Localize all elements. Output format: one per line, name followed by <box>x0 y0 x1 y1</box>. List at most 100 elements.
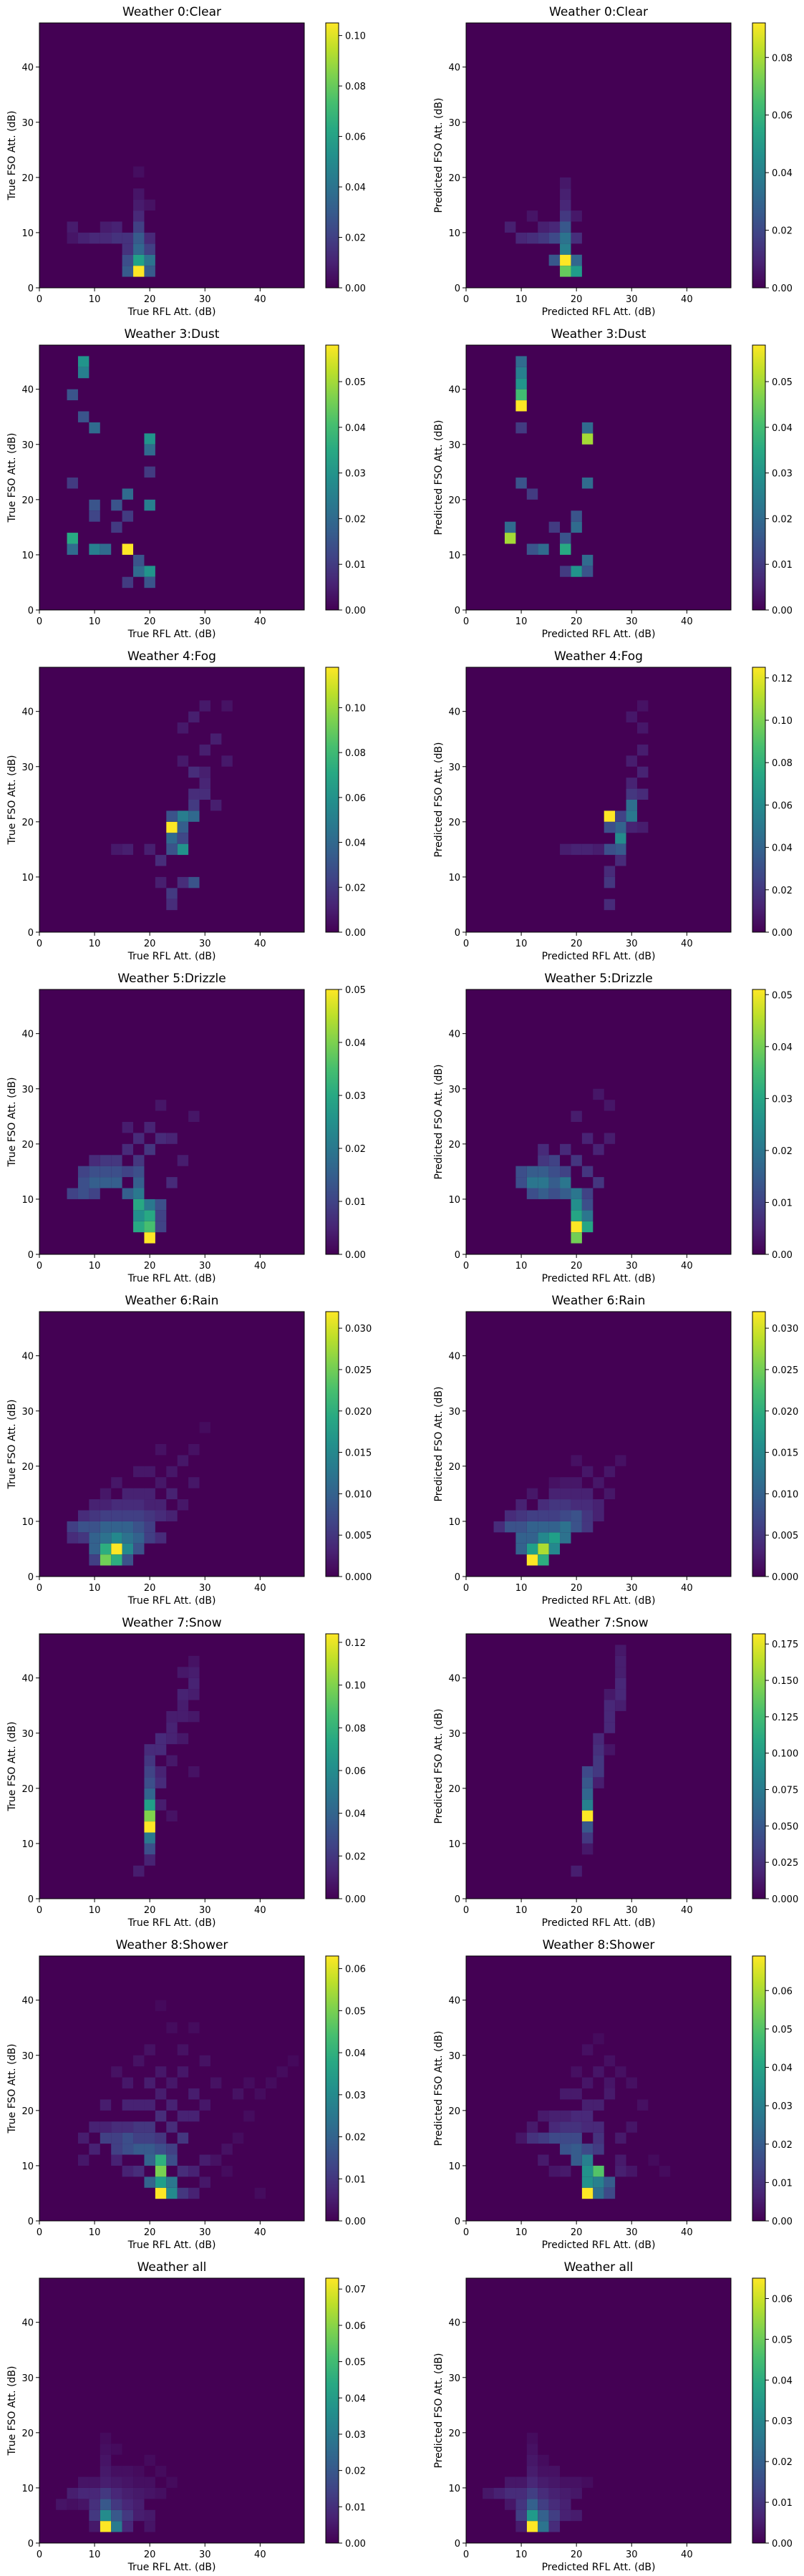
plot-frame <box>39 989 305 1255</box>
y-tick-label: 40 <box>448 707 460 718</box>
x-tick-label: 30 <box>199 1905 211 1916</box>
x-tick-label: 20 <box>144 1261 156 1272</box>
x-tick-label: 30 <box>626 1905 638 1916</box>
heatmap-cell <box>155 1532 167 1544</box>
heatmap-cell <box>100 2099 112 2111</box>
plot-background <box>39 1312 304 1577</box>
heatmap-cell <box>604 2176 616 2188</box>
heatmap-cell <box>188 2165 200 2177</box>
colorbar-tick-label: 0.04 <box>345 2393 366 2404</box>
heatmap-cell <box>188 800 200 811</box>
y-tick-label: 20 <box>21 173 34 184</box>
heatmap-cell <box>626 2121 637 2133</box>
x-tick-label: 30 <box>626 616 638 627</box>
heatmap-cell <box>515 422 527 434</box>
x-tick-label: 0 <box>463 1261 469 1272</box>
heatmap-cell <box>100 2121 112 2133</box>
heatmap-cells <box>504 356 594 577</box>
x-tick-label: 30 <box>199 939 211 949</box>
panel-title: Weather 3:Dust <box>551 327 646 342</box>
panel-title: Weather 7:Snow <box>548 1616 648 1630</box>
heatmap-cell <box>122 2466 134 2477</box>
x-tick-label: 0 <box>37 1583 42 1594</box>
colorbar <box>752 1311 766 1577</box>
heatmap-cell <box>111 221 122 233</box>
plot-background <box>466 345 731 610</box>
heatmap-cell <box>133 210 145 222</box>
heatmap-cell <box>199 2176 210 2188</box>
heatmap-cell <box>659 2165 671 2177</box>
colorbar-tick-label: 0.02 <box>345 2466 366 2477</box>
heatmap-cells <box>504 177 582 277</box>
heatmap-cell <box>144 1232 155 1244</box>
heatmap-cell <box>604 899 616 911</box>
y-tick-label: 40 <box>21 385 34 396</box>
heatmap-cell <box>111 2121 122 2133</box>
heatmap-cell <box>67 1532 78 1544</box>
colorbar <box>325 1955 339 2222</box>
y-tick-label: 20 <box>21 495 34 506</box>
colorbar-tick-label: 0.00 <box>772 606 793 616</box>
heatmap-cell <box>100 1532 112 1544</box>
heatmap-cell <box>111 2144 122 2155</box>
heatmap-cell <box>155 1799 167 1811</box>
heatmap-cell <box>122 254 134 266</box>
heatmap-cell <box>144 1488 155 1500</box>
heatmap-cell <box>615 821 626 833</box>
heatmap-cell <box>166 2476 178 2488</box>
heatmap-cell <box>526 2121 538 2133</box>
x-tick-label: 0 <box>463 1583 469 1594</box>
x-tick-label: 10 <box>515 616 528 627</box>
heatmap-cell <box>133 1155 145 1166</box>
heatmap-cell <box>133 2121 145 2133</box>
heatmap-cell <box>122 1122 134 1133</box>
heatmap-cell <box>133 566 145 577</box>
colorbar-tick-label: 0.03 <box>772 2101 793 2112</box>
heatmap-cell <box>276 2066 288 2078</box>
heatmap-cell <box>155 2088 167 2100</box>
colorbar-tick-label: 0.00 <box>345 928 366 939</box>
x-tick-label: 0 <box>37 1905 42 1916</box>
heatmap-cell <box>526 543 538 555</box>
heatmap-cell <box>615 1655 626 1667</box>
heatmap-cell <box>581 1199 594 1211</box>
heatmap-cell <box>166 2121 178 2133</box>
heatmap-cell <box>604 1700 616 1711</box>
heatmap-cell <box>144 1755 155 1766</box>
heatmap-svg: Weather 8:Shower 0 10 20 30 40 0 10 20 30 40 True R… <box>6 1938 366 2251</box>
heatmap-cell <box>144 254 155 266</box>
colorbar-tick-label: 0.04 <box>772 843 793 854</box>
heatmap-cell <box>636 744 649 756</box>
x-tick-label: 0 <box>37 1261 42 1272</box>
heatmap-cell <box>515 1499 527 1511</box>
heatmap-cell <box>177 1155 189 1166</box>
y-tick-label: 30 <box>21 118 34 129</box>
heatmap-cell <box>144 2176 155 2188</box>
heatmap-cell <box>560 1177 571 1188</box>
colorbar-tick-label: 0.01 <box>772 2498 793 2509</box>
heatmap-cell <box>526 1166 538 1178</box>
heatmap-cell <box>515 2487 527 2499</box>
heatmap-cell <box>593 1088 604 1100</box>
heatmap-cell <box>581 2187 594 2199</box>
heatmap-cell <box>188 1689 200 1700</box>
heatmap-cell <box>571 2121 582 2133</box>
heatmap-cell <box>548 2466 561 2477</box>
heatmap-cell <box>548 2509 561 2522</box>
x-tick-label: 20 <box>144 294 156 305</box>
x-tick-label: 20 <box>571 1261 583 1272</box>
x-tick-label: 20 <box>144 1583 156 1594</box>
colorbar-tick-label: 0.05 <box>345 2006 366 2017</box>
heatmap-cell <box>560 1143 571 1156</box>
heatmap-cell <box>581 1221 594 1233</box>
heatmap-cell <box>133 2165 145 2177</box>
x-tick-label: 40 <box>681 1583 693 1594</box>
heatmap-cell <box>581 1166 594 1178</box>
heatmap-cell <box>560 2088 571 2100</box>
heatmap-cell <box>581 1499 594 1511</box>
y-tick-label: 0 <box>28 1250 34 1261</box>
colorbar-tick-label: 0.06 <box>772 1986 793 1997</box>
colorbar-tick-label: 0.10 <box>345 1681 366 1692</box>
heatmap-cell <box>144 1821 155 1833</box>
y-tick-label: 30 <box>448 1407 460 1418</box>
